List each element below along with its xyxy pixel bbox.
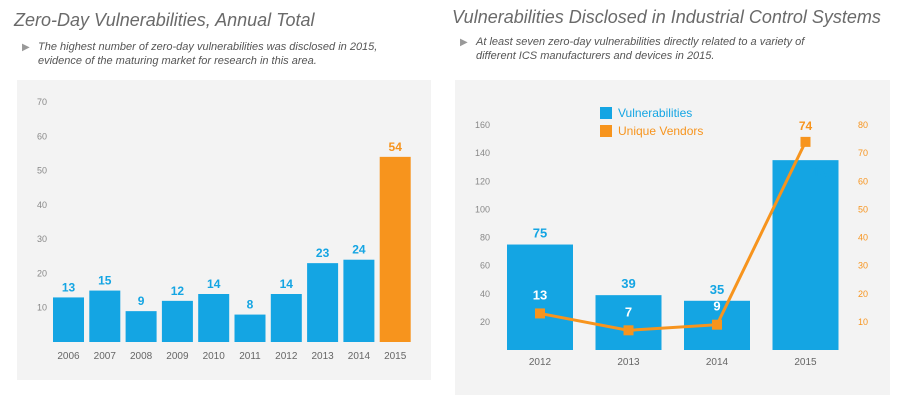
legend-swatch-vulnerabilities — [600, 107, 612, 119]
y-right-tick-label: 10 — [858, 317, 868, 327]
bar-2011 — [234, 314, 266, 342]
unique-vendors-line — [539, 141, 807, 332]
line-value-label-2015: 74 — [799, 119, 813, 133]
line-marker-2014 — [712, 319, 722, 330]
legend-label-vulnerabilities: Vulnerabilities — [618, 106, 692, 120]
right-chart-subtitle: ▶ At least seven zero-day vulnerabilitie… — [460, 35, 805, 63]
y-tick-label: 60 — [37, 131, 47, 141]
data-label-2012: 14 — [280, 277, 294, 291]
x-tick-label-2013: 2013 — [311, 351, 334, 362]
zero-day-annual-chart: 10 20 30 40 50 60 70 13 2006 15 2007 9 2008 12 2009 14 2… — [17, 80, 431, 380]
data-label-2009: 12 — [171, 284, 185, 298]
y-tick-label: 70 — [37, 97, 47, 107]
data-label-2010: 14 — [207, 277, 221, 291]
y-left-tick-label: 40 — [480, 289, 490, 299]
bar-2012 — [270, 294, 302, 342]
data-label-2006: 13 — [62, 280, 76, 294]
bar-2006 — [53, 297, 84, 342]
bullet-triangle-icon: ▶ — [22, 42, 30, 53]
y-right-tick-label: 80 — [858, 120, 868, 130]
line-marker-2012 — [535, 308, 545, 319]
x-tick-label-2014: 2014 — [348, 351, 371, 362]
x-tick-label-2007: 2007 — [94, 351, 117, 362]
y-right-tick-label: 40 — [858, 233, 868, 243]
y-right-tick-label: 30 — [858, 261, 868, 271]
x-tick-label-2009: 2009 — [166, 351, 189, 362]
y-left-tick-label: 60 — [480, 261, 490, 271]
bar-2009 — [161, 300, 193, 342]
y-right-tick-label: 50 — [858, 204, 868, 214]
data-label-2013: 23 — [316, 246, 330, 260]
bar-value-label-2015: 135 — [813, 165, 835, 180]
left-chart-subtitle: ▶ The highest number of zero-day vulnera… — [22, 40, 378, 68]
legend-swatch-unique-vendors — [600, 125, 612, 137]
line-value-label-2013: 7 — [625, 304, 632, 319]
y-tick-label: 30 — [37, 234, 47, 244]
y-left-tick-label: 100 — [475, 204, 490, 214]
data-label-2008: 9 — [138, 294, 145, 308]
x-tick-label-2008: 2008 — [130, 351, 153, 362]
bar-value-label-2014: 35 — [710, 282, 724, 297]
line-marker-2013 — [623, 325, 634, 336]
x-tick-label-2015: 2015 — [794, 357, 817, 368]
y-left-tick-label: 160 — [475, 120, 490, 130]
y-right-tick-label: 20 — [858, 289, 868, 299]
y-left-tick-label: 140 — [475, 148, 490, 158]
left-subtitle-line-1: The highest number of zero-day vulnerabi… — [38, 41, 378, 53]
x-tick-label-2006: 2006 — [57, 351, 80, 362]
x-tick-label-2014: 2014 — [706, 357, 729, 368]
y-tick-label: 10 — [37, 303, 47, 313]
y-tick-label: 20 — [37, 268, 47, 278]
bar-2014 — [343, 259, 375, 342]
bar-value-label-2013: 39 — [621, 276, 635, 291]
y-tick-label: 40 — [37, 200, 47, 210]
left-chart-title: Zero-Day Vulnerabilities, Annual Total — [14, 10, 315, 30]
bar-2012 — [507, 244, 573, 350]
x-tick-label-2015: 2015 — [384, 351, 407, 362]
right-subtitle-line-2: different ICS manufacturers and devices … — [476, 50, 715, 62]
x-tick-label-2012: 2012 — [529, 357, 552, 368]
data-label-2011: 8 — [247, 298, 254, 312]
bar-2013 — [307, 263, 339, 342]
left-subtitle-line-2: evidence of the maturing market for rese… — [38, 55, 317, 67]
y-left-tick-label: 80 — [480, 233, 490, 243]
ics-vulnerabilities-chart: 20 40 60 80 100 120 140 160 10 20 30 40 50 60 70 80 Vuln… — [455, 80, 890, 395]
bar-2015 — [772, 160, 839, 350]
bullet-triangle-icon: ▶ — [460, 37, 468, 48]
data-label-2007: 15 — [98, 274, 112, 288]
x-tick-label-2011: 2011 — [239, 351, 261, 362]
bar-2010 — [198, 294, 230, 342]
line-value-label-2012: 13 — [533, 287, 547, 302]
bar-2015 — [379, 156, 411, 342]
x-tick-label-2012: 2012 — [275, 351, 298, 362]
x-tick-label-2010: 2010 — [203, 351, 226, 362]
y-tick-label: 50 — [37, 166, 47, 176]
bar-2008 — [125, 311, 157, 342]
y-left-tick-label: 120 — [475, 176, 490, 186]
right-chart-title: Vulnerabilities Disclosed in Industrial … — [452, 7, 881, 27]
bar-value-label-2012: 75 — [533, 226, 547, 241]
y-right-tick-label: 60 — [858, 176, 868, 186]
bar-2013 — [595, 295, 662, 350]
line-marker-2015 — [800, 136, 811, 147]
y-right-tick-label: 70 — [858, 148, 868, 158]
line-value-label-2014: 9 — [713, 299, 720, 314]
legend-label-unique-vendors: Unique Vendors — [618, 124, 703, 138]
x-tick-label-2013: 2013 — [617, 357, 640, 368]
bar-2007 — [89, 290, 121, 342]
right-subtitle-line-1: At least seven zero-day vulnerabilities … — [476, 36, 805, 48]
data-label-2014: 24 — [352, 243, 366, 257]
data-label-2015: 54 — [389, 140, 403, 154]
y-left-tick-label: 20 — [480, 317, 490, 327]
